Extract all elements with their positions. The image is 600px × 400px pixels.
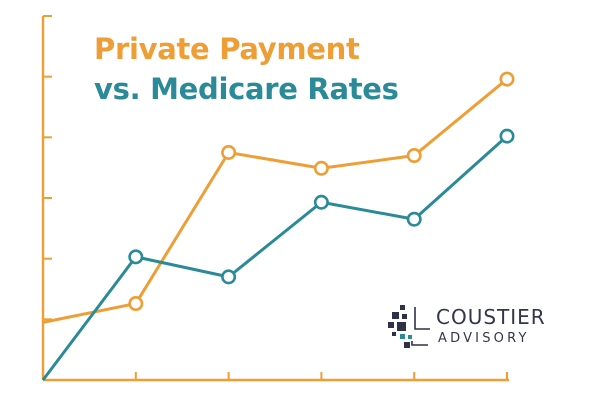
medicare-data-point — [499, 128, 515, 144]
medicare-data-point — [221, 269, 237, 285]
medicare-series-line — [41, 135, 509, 381]
private-data-point — [499, 71, 515, 87]
private-data-point — [128, 296, 144, 312]
medicare-data-point — [313, 194, 329, 210]
private-series-line — [42, 77, 508, 324]
private-data-point — [313, 160, 329, 176]
coustier-advisory-logo: COUSTIER ADVISORY — [388, 305, 568, 353]
chart-title-line-2: vs. Medicare Rates — [94, 72, 399, 106]
chart-title-line-1: Private Payment — [94, 32, 360, 66]
private-data-point — [406, 148, 422, 164]
logo-name: COUSTIER — [436, 305, 546, 329]
private-data-point — [221, 145, 237, 161]
logo-subtitle: ADVISORY — [438, 331, 530, 346]
medicare-data-point — [128, 249, 144, 265]
logo-mark-icon — [388, 305, 430, 348]
medicare-data-point — [406, 211, 422, 227]
